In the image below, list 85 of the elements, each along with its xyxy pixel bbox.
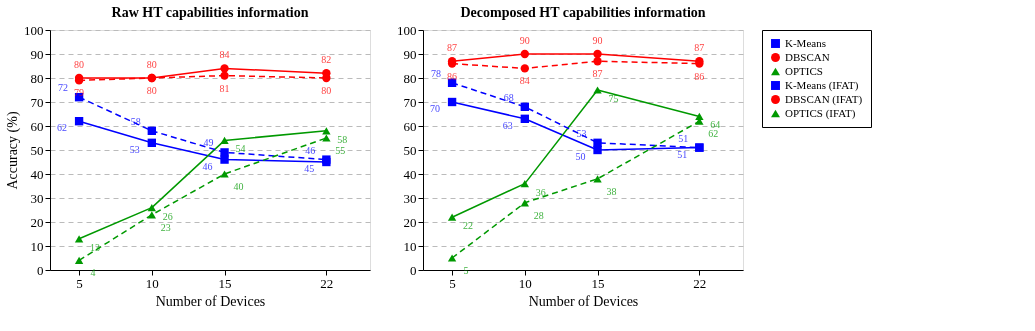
y-tick-label: 80 xyxy=(30,70,44,86)
y-tick-label: 90 xyxy=(30,46,44,62)
legend-label: OPTICS xyxy=(785,64,823,77)
data-label: 50 xyxy=(575,151,586,162)
data-label: 82 xyxy=(321,54,332,66)
data-label: 75 xyxy=(608,93,619,104)
data-label: 86 xyxy=(694,70,705,82)
data-label: 90 xyxy=(592,35,603,46)
y-tick-label: 0 xyxy=(410,262,417,278)
data-label: 80 xyxy=(74,59,85,70)
x-tick-label: 10 xyxy=(518,275,532,291)
y-tick-label: 20 xyxy=(30,214,44,230)
data-label: 64 xyxy=(710,119,721,131)
data-label: 40 xyxy=(233,181,244,192)
legend-label: K-Means xyxy=(785,36,826,49)
data-label: 22 xyxy=(463,220,474,232)
data-label: 90 xyxy=(519,35,530,46)
data-label: 5 xyxy=(463,265,469,276)
y-tick-label: 60 xyxy=(403,118,417,134)
y-tick-label: 50 xyxy=(403,142,417,158)
y-tick-label: 0 xyxy=(37,262,44,278)
legend-label: DBSCAN xyxy=(785,50,830,63)
data-label: 84 xyxy=(519,75,530,87)
legend-label: K-Means (IFAT) xyxy=(785,78,859,92)
y-tick-label: 10 xyxy=(403,238,417,254)
data-label: 54 xyxy=(235,143,246,155)
x-axis-title: Number of Devices xyxy=(155,293,266,309)
y-tick-label: 50 xyxy=(30,142,44,158)
y-tick-label: 100 xyxy=(397,22,417,38)
x-tick-label: 5 xyxy=(449,275,456,291)
data-label: 23 xyxy=(160,221,171,233)
legend-label: OPTICS (IFAT) xyxy=(785,106,856,120)
data-label: 68 xyxy=(503,91,514,103)
data-label: 80 xyxy=(321,85,332,96)
data-label: 13 xyxy=(90,241,101,253)
data-label: 51 xyxy=(677,148,688,160)
legend-label: DBSCAN (IFAT) xyxy=(785,92,863,106)
data-label: 49 xyxy=(203,137,214,149)
data-label: 87 xyxy=(592,68,603,80)
data-label: 72 xyxy=(58,82,69,94)
y-tick-label: 20 xyxy=(403,214,417,230)
data-label: 78 xyxy=(431,67,442,79)
x-tick-label: 15 xyxy=(218,275,232,291)
x-tick-label: 15 xyxy=(591,275,605,291)
x-tick-label: 5 xyxy=(76,275,83,291)
x-tick-label: 22 xyxy=(693,275,707,291)
y-tick-label: 70 xyxy=(30,94,44,110)
data-label: 51 xyxy=(678,132,689,144)
data-label: 70 xyxy=(430,103,441,114)
y-tick-label: 60 xyxy=(30,118,44,134)
data-label: 46 xyxy=(202,160,213,172)
data-label: 36 xyxy=(535,186,546,198)
y-tick-label: 30 xyxy=(403,190,417,206)
y-tick-label: 40 xyxy=(30,166,44,182)
chart-title: Decomposed HT capabilities information xyxy=(460,5,706,20)
data-label: 87 xyxy=(447,42,458,54)
chart-title: Raw HT capabilities information xyxy=(111,5,309,20)
y-tick-label: 30 xyxy=(30,190,44,206)
x-tick-label: 10 xyxy=(145,275,159,291)
y-tick-label: 10 xyxy=(30,238,44,254)
data-label: 46 xyxy=(305,144,316,156)
y-tick-label: 90 xyxy=(403,46,417,62)
y-tick-label: 70 xyxy=(403,94,417,110)
data-label: 58 xyxy=(130,115,141,127)
data-label: 53 xyxy=(129,143,140,155)
data-label: 28 xyxy=(533,209,544,221)
y-axis-title: Accuracy (%) xyxy=(5,111,21,190)
y-tick-label: 100 xyxy=(24,22,44,38)
data-label: 84 xyxy=(219,49,230,61)
data-label: 80 xyxy=(146,85,157,96)
data-label: 63 xyxy=(502,119,513,131)
data-label: 80 xyxy=(146,59,157,70)
y-tick-label: 40 xyxy=(403,166,417,182)
data-label: 26 xyxy=(162,210,173,222)
y-tick-label: 80 xyxy=(403,70,417,86)
data-label: 58 xyxy=(337,133,348,145)
data-label: 87 xyxy=(694,42,705,54)
data-label: 81 xyxy=(219,82,230,94)
x-axis-title: Number of Devices xyxy=(528,293,639,309)
data-label: 62 xyxy=(57,122,68,134)
data-label: 55 xyxy=(335,145,346,156)
data-label: 62 xyxy=(708,128,719,140)
data-label: 38 xyxy=(606,185,617,197)
data-label: 45 xyxy=(304,163,315,174)
x-tick-label: 22 xyxy=(320,275,334,291)
